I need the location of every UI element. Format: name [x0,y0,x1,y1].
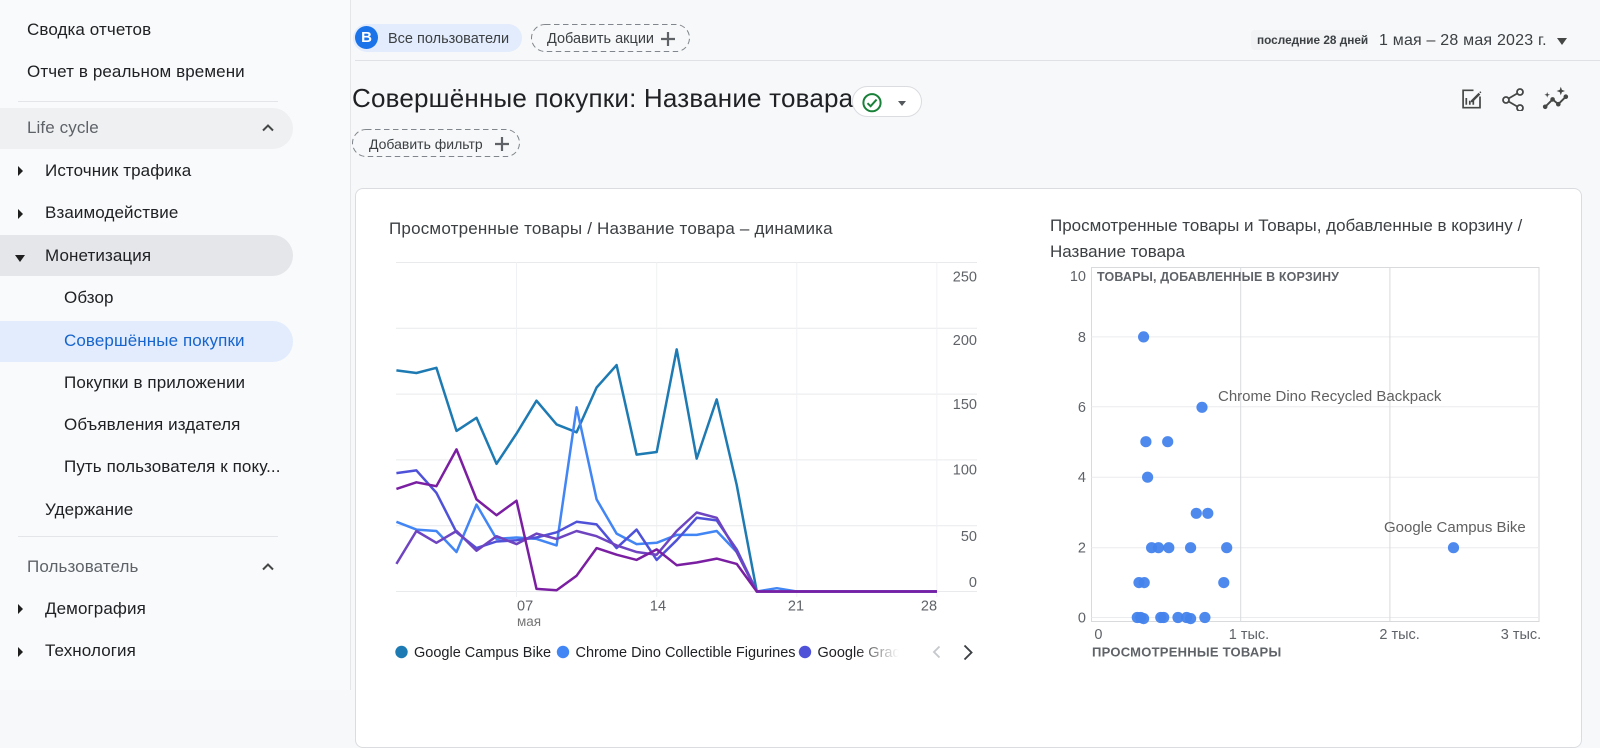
svg-text:ТОВАРЫ, ДОБАВЛЕННЫЕ В КОРЗИНУ: ТОВАРЫ, ДОБАВЛЕННЫЕ В КОРЗИНУ [1097,270,1339,284]
svg-text:3 тыс.: 3 тыс. [1501,627,1541,643]
svg-text:250: 250 [953,270,977,286]
svg-text:0: 0 [1078,611,1086,627]
svg-text:0: 0 [1094,627,1102,643]
svg-text:50: 50 [961,529,977,545]
svg-text:200: 200 [953,333,977,349]
svg-text:Просмотренные товары и Товары,: Просмотренные товары и Товары, добавленн… [1050,216,1523,235]
svg-text:100: 100 [953,463,977,479]
svg-text:0: 0 [969,575,977,591]
svg-text:Google Campus Bike: Google Campus Bike [414,645,551,661]
svg-text:Chrome Dino Recycled Backpack: Chrome Dino Recycled Backpack [1218,388,1442,405]
svg-text:Google Campus Bike: Google Campus Bike [1384,519,1526,536]
svg-text:10: 10 [1070,269,1086,285]
svg-text:28: 28 [921,599,937,615]
svg-text:2: 2 [1078,541,1086,557]
svg-text:мая: мая [517,614,541,629]
svg-text:8: 8 [1078,330,1086,346]
svg-text:4: 4 [1078,470,1086,486]
svg-text:1 тыс.: 1 тыс. [1229,627,1269,643]
svg-text:150: 150 [953,397,977,413]
svg-text:ПРОСМОТРЕННЫЕ ТОВАРЫ: ПРОСМОТРЕННЫЕ ТОВАРЫ [1092,645,1281,660]
svg-text:Chrome Dino Collectible Figuri: Chrome Dino Collectible Figurines [576,645,796,661]
svg-text:21: 21 [788,599,804,615]
svg-text:Просмотренные товары / Названи: Просмотренные товары / Название товара –… [389,219,833,238]
svg-text:Название товара: Название товара [1050,242,1185,261]
svg-text:6: 6 [1078,400,1086,416]
svg-text:07: 07 [517,599,533,615]
svg-text:2 тыс.: 2 тыс. [1379,627,1419,643]
svg-text:14: 14 [650,599,666,615]
